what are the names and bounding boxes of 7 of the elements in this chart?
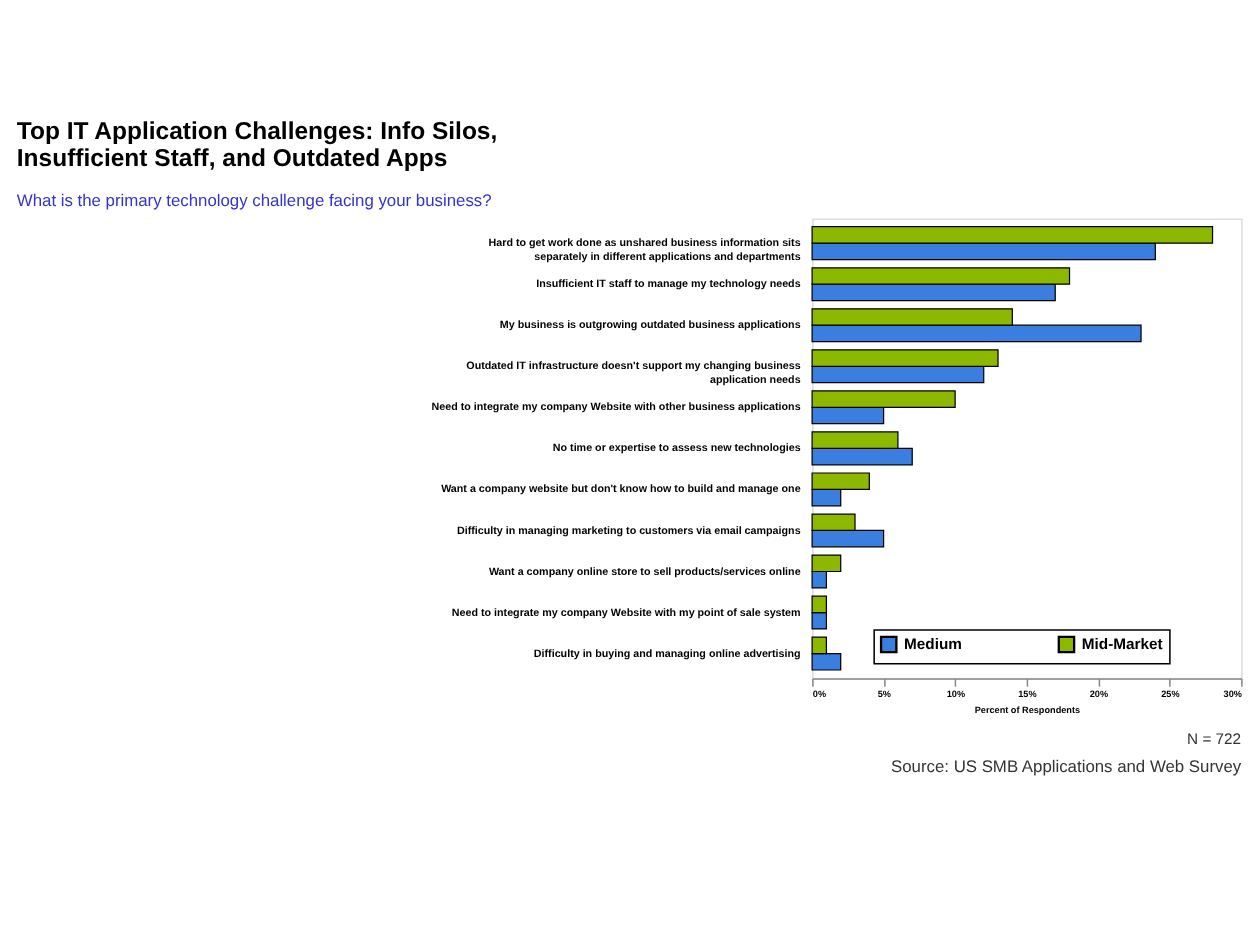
text: Insufficient Staff, and Outdated Apps [16,144,448,173]
text: Top IT Application Challenges: Info Silos, [16,116,498,145]
text: What is the primary technology challenge facing your business? [16,190,493,211]
text: N = 722 [1187,730,1242,749]
legend-label: Mid-Market [1081,635,1164,654]
source-note: Source: US SMB Applications and Web Survey [891,755,1243,776]
legend-label: Medium [904,635,963,654]
